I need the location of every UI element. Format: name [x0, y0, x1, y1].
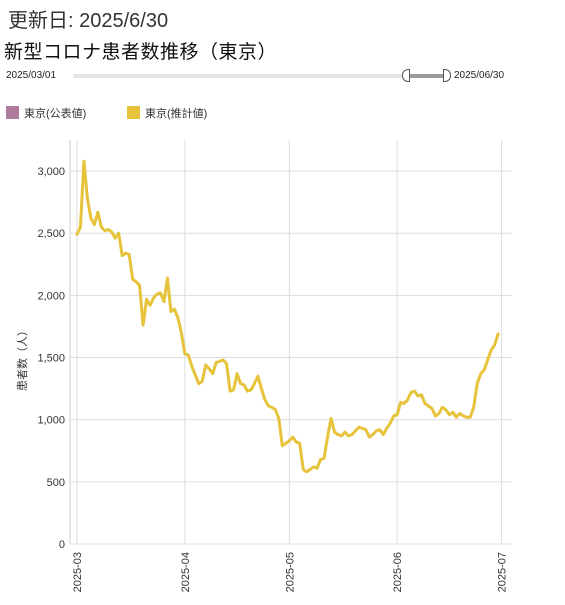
y-tick-label: 3,000 — [37, 166, 65, 178]
slider-selected-range[interactable] — [405, 74, 447, 78]
slider-track[interactable] — [73, 74, 447, 78]
legend-label-estimated: 東京(推計値) — [145, 108, 208, 120]
y-tick-label: 2,000 — [37, 290, 65, 302]
y-tick-label: 500 — [47, 477, 65, 489]
x-tick-label: 2025-03 — [72, 552, 84, 592]
legend-swatch-published — [6, 106, 19, 119]
legend-item-published[interactable]: 東京(公表値) — [6, 105, 86, 121]
updated-date: 更新日: 2025/6/30 — [8, 10, 169, 32]
slider-handle-end[interactable] — [443, 69, 451, 82]
y-tick-label: 1,500 — [37, 353, 65, 365]
x-tick-label: 2025-05 — [284, 552, 296, 592]
x-tick-label: 2025-07 — [497, 552, 509, 592]
x-tick-label: 2025-04 — [180, 552, 192, 592]
y-axis-label: 患者数（人） — [16, 325, 29, 391]
range-end-label: 2025/06/30 — [454, 70, 505, 81]
legend-item-estimated[interactable]: 東京(推計値) — [127, 105, 207, 121]
x-tick-label: 2025-06 — [392, 552, 404, 592]
series-line-estimated — [75, 159, 500, 474]
page-title: 新型コロナ患者数推移（東京） — [4, 42, 278, 63]
x-axis: 2025-03 2025-04 2025-05 2025-06 2025-07 — [72, 552, 509, 592]
y-tick-label: 1,000 — [37, 415, 65, 427]
chart-grid — [69, 140, 512, 545]
legend-swatch-estimated — [127, 106, 140, 119]
y-tick-label: 0 — [59, 539, 65, 551]
date-range-slider[interactable]: 2025/03/01 2025/06/30 — [0, 64, 565, 88]
legend-label-published: 東京(公表値) — [24, 108, 87, 120]
chart-series — [75, 159, 500, 474]
y-tick-label: 2,500 — [37, 228, 65, 240]
slider-handle-start[interactable] — [401, 69, 410, 82]
y-axis: 0 500 1,000 1,500 2,000 2,500 3,000 — [37, 166, 65, 551]
range-start-label: 2025/03/01 — [6, 70, 57, 81]
